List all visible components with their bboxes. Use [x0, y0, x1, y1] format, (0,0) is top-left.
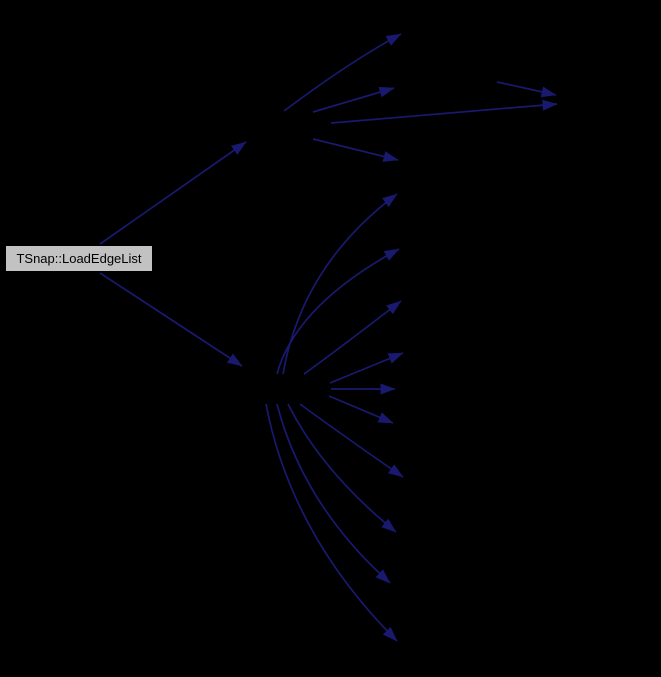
edge-lower-hub-out-6 — [328, 395, 394, 424]
edge-lower-hub-out-7 — [299, 403, 404, 478]
edge-lower-hub-out-4 — [329, 352, 404, 384]
edge-lower-hub-out-2 — [276, 248, 400, 375]
edge-lower-hub-out-8 — [287, 403, 397, 533]
edge-root-to-lower-hub — [99, 272, 243, 367]
edge-mid-node-to-far-right — [496, 81, 557, 98]
edge-upper-hub-out-1 — [283, 33, 402, 112]
edge-lower-hub-out-10 — [265, 403, 398, 642]
edge-lower-hub-out-1 — [282, 193, 398, 375]
edge-lower-hub-out-3 — [303, 300, 402, 375]
node-root-label: TSnap::LoadEdgeList — [16, 251, 142, 266]
edge-root-to-upper-hub — [99, 141, 247, 245]
edge-upper-hub-out-4 — [312, 138, 399, 162]
edge-upper-hub-out-2 — [312, 86, 395, 113]
edge-lower-hub-out-9 — [276, 403, 391, 584]
node-root: TSnap::LoadEdgeList — [5, 245, 153, 272]
edge-upper-hub-to-far-right — [330, 99, 558, 124]
